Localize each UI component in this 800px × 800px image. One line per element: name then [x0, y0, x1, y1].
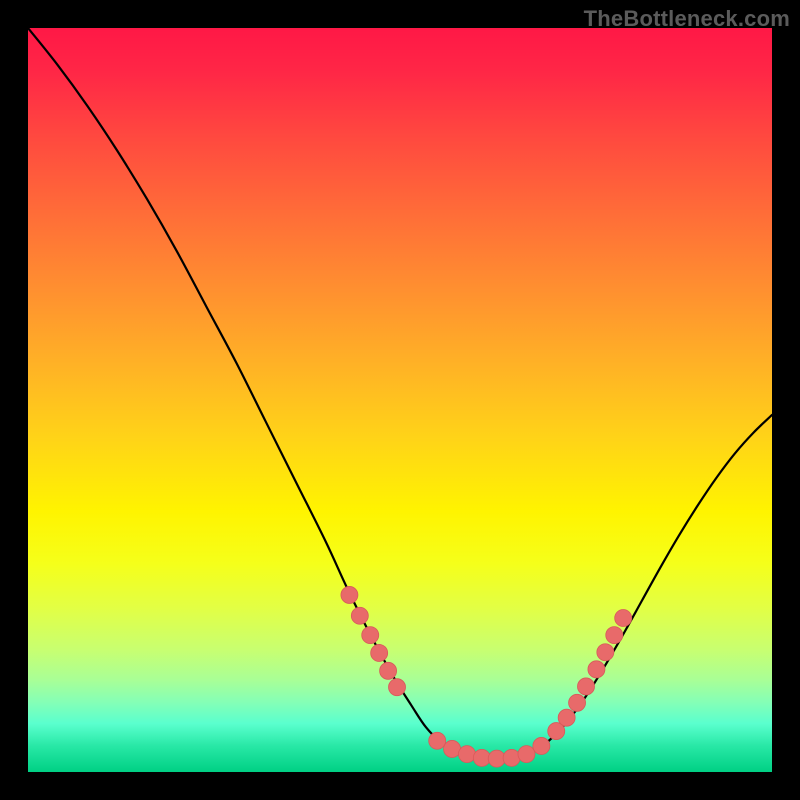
bottom-marker-cluster-point — [473, 749, 490, 766]
chart-frame: TheBottleneck.com — [0, 0, 800, 800]
gradient-background — [28, 28, 772, 772]
right-marker-cluster-point — [569, 694, 586, 711]
right-marker-cluster-point — [606, 627, 623, 644]
plot-area — [28, 28, 772, 772]
bottom-marker-cluster-point — [444, 740, 461, 757]
right-marker-cluster-point — [588, 661, 605, 678]
right-marker-cluster-point — [558, 709, 575, 726]
right-marker-cluster-point — [597, 644, 614, 661]
right-marker-cluster-point — [615, 609, 632, 626]
left-marker-cluster-point — [371, 644, 388, 661]
right-marker-cluster-point — [578, 678, 595, 695]
left-marker-cluster-point — [380, 662, 397, 679]
left-marker-cluster-point — [362, 627, 379, 644]
bottom-marker-cluster-point — [429, 732, 446, 749]
plot-svg — [28, 28, 772, 772]
left-marker-cluster-point — [341, 586, 358, 603]
left-marker-cluster-point — [351, 607, 368, 624]
left-marker-cluster-point — [389, 679, 406, 696]
bottom-marker-cluster-point — [533, 737, 550, 754]
bottom-marker-cluster-point — [488, 750, 505, 767]
bottom-marker-cluster-point — [458, 746, 475, 763]
bottom-marker-cluster-point — [503, 749, 520, 766]
bottom-marker-cluster-point — [518, 746, 535, 763]
